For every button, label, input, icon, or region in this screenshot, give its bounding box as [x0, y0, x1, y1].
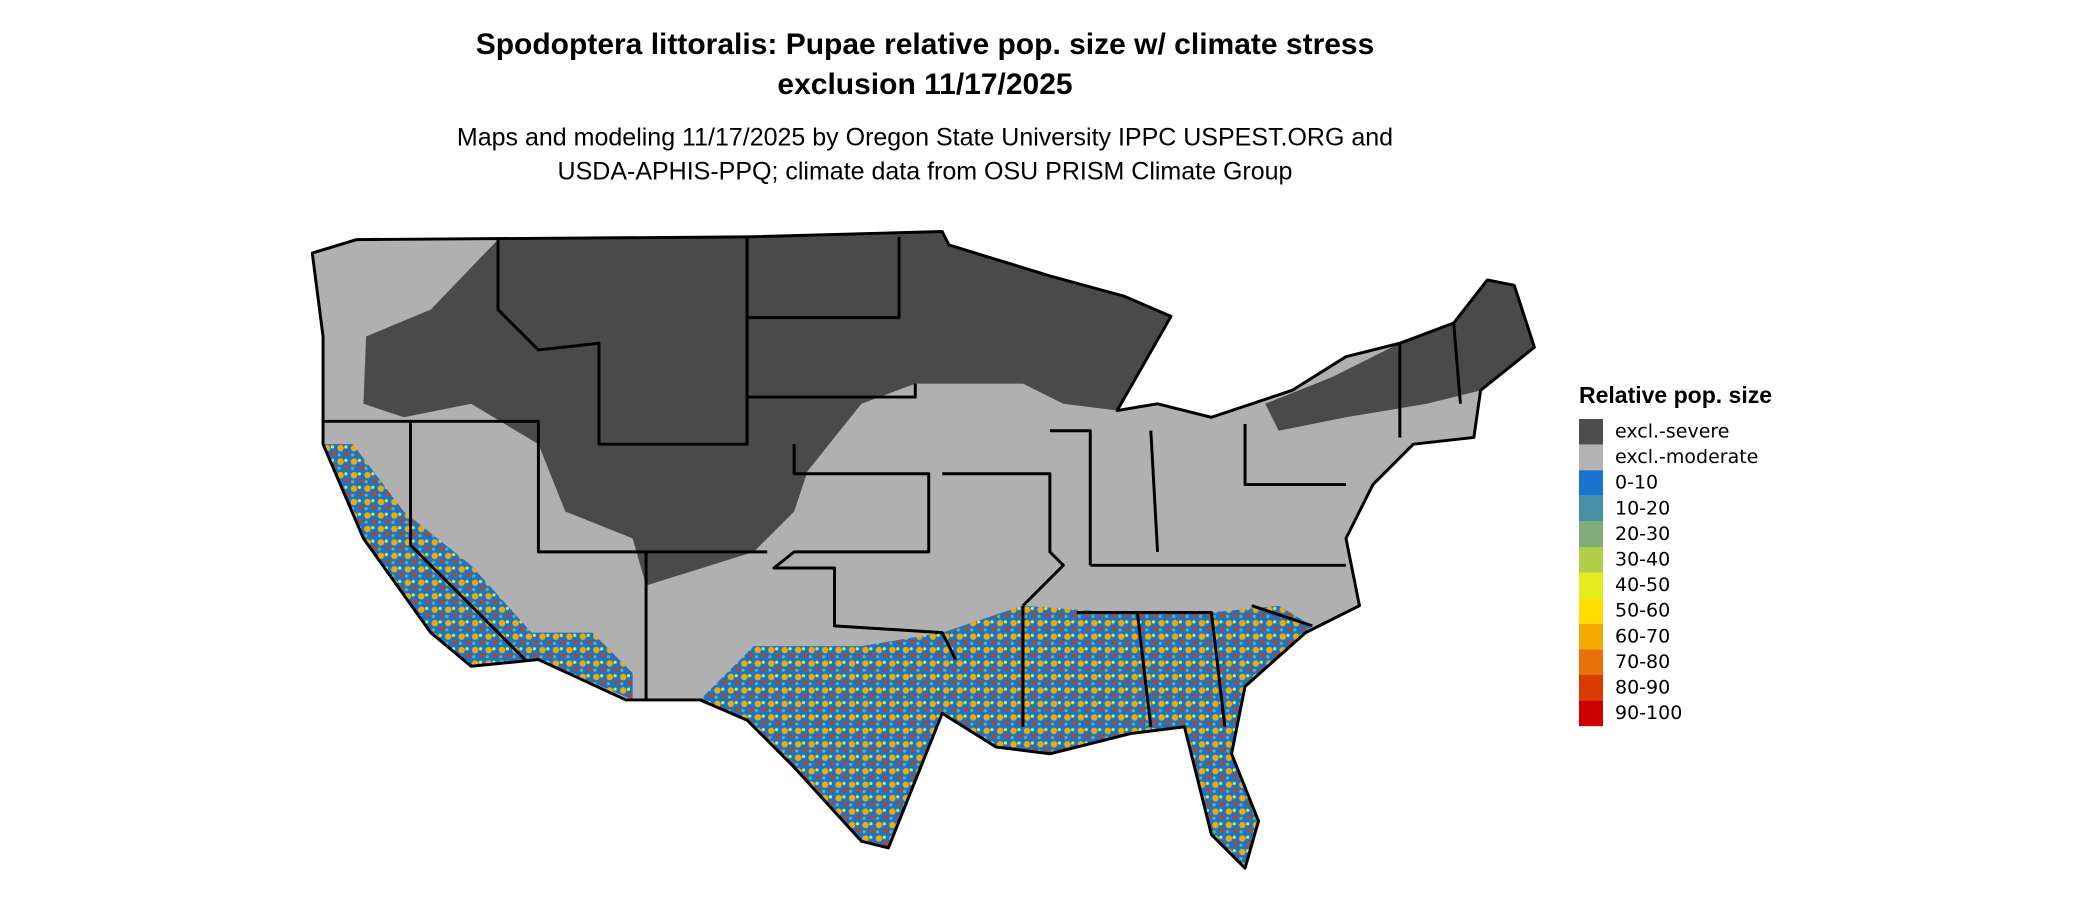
- suitability-west: [323, 444, 633, 700]
- legend-swatch: [1579, 649, 1603, 675]
- legend-label: 20-30: [1615, 523, 1670, 545]
- legend-swatch: [1579, 547, 1603, 573]
- legend-title: Relative pop. size: [1579, 382, 1772, 408]
- legend-swatch: [1579, 700, 1603, 727]
- legend: excl.-severe excl.-moderate 0-10 10-20 20-30…: [1579, 419, 1758, 727]
- legend-label: 30-40: [1615, 549, 1670, 571]
- title: Spodoptera littoralis: Pupae relative po…: [476, 28, 1375, 61]
- legend-swatch: [1579, 675, 1603, 701]
- country-outline: [310, 230, 1536, 870]
- state-borders: [323, 236, 1462, 728]
- legend-label: excl.-severe: [1615, 421, 1730, 443]
- legend-label: excl.-moderate: [1615, 446, 1758, 468]
- legend-swatch: [1579, 572, 1603, 599]
- title: exclusion 11/17/2025: [777, 68, 1072, 101]
- us-map: [310, 230, 1536, 870]
- suitability-south: [699, 605, 1313, 869]
- land-severe: [363, 231, 1172, 586]
- legend-label: 10-20: [1615, 497, 1670, 519]
- subtitle: Maps and modeling 11/17/2025 by Oregon S…: [457, 124, 1393, 152]
- legend-swatch: [1579, 623, 1603, 650]
- legend-swatch: [1579, 470, 1603, 496]
- legend-label: 90-100: [1615, 702, 1682, 724]
- legend-swatch: [1579, 419, 1603, 445]
- legend-swatch: [1579, 521, 1603, 547]
- legend-swatch: [1579, 495, 1603, 522]
- legend-label: 70-80: [1615, 651, 1670, 673]
- legend-label: 60-70: [1615, 625, 1670, 647]
- legend-label: 80-90: [1615, 677, 1670, 699]
- legend-label: 0-10: [1615, 472, 1658, 494]
- subtitle: USDA-APHIS-PPQ; climate data from OSU PR…: [558, 158, 1293, 186]
- legend-label: 40-50: [1615, 574, 1670, 596]
- legend-swatch: [1579, 444, 1603, 471]
- legend-label: 50-60: [1615, 600, 1670, 622]
- legend-swatch: [1579, 598, 1603, 624]
